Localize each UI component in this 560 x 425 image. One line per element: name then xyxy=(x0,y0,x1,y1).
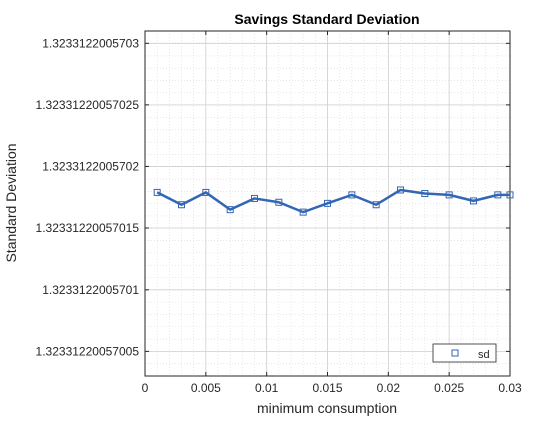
y-tick-label: 1.32331220057005 xyxy=(36,344,140,358)
data-point-marker xyxy=(299,208,307,216)
legend-box xyxy=(432,343,497,363)
data-point-marker xyxy=(494,191,502,199)
data-point-marker xyxy=(348,191,356,199)
data-point-marker xyxy=(226,206,234,214)
x-tick-label: 0.005 xyxy=(191,381,221,395)
legend[interactable]: sd xyxy=(432,343,497,363)
y-tick-label: 1.32331220057025 xyxy=(36,98,140,112)
legend-marker xyxy=(451,349,459,357)
data-point-marker xyxy=(506,191,514,199)
y-axis-label: Standard Deviation xyxy=(3,143,19,262)
x-tick-label: 0.015 xyxy=(312,381,342,395)
data-point-marker xyxy=(445,191,453,199)
x-tick-label: 0.025 xyxy=(434,381,464,395)
data-point-marker xyxy=(421,190,429,198)
x-tick-label: 0.02 xyxy=(377,381,401,395)
y-tick-label: 1.3233122005702 xyxy=(42,159,139,173)
y-tick-label: 1.3233122005703 xyxy=(42,36,139,50)
data-point-marker xyxy=(372,201,380,209)
data-point-marker xyxy=(397,186,404,194)
data-point-marker xyxy=(470,197,477,205)
data-point-marker xyxy=(153,188,161,196)
y-tick-label: 1.3233122005701 xyxy=(42,283,139,297)
data-point-marker xyxy=(202,188,210,196)
data-point-marker xyxy=(178,201,185,209)
x-tick-label: 0.01 xyxy=(255,381,279,395)
y-axis: 1.32331220057005 1.3233122005701 1.3233122… xyxy=(36,36,510,358)
series-layer xyxy=(153,186,514,216)
x-tick-label: 0 xyxy=(142,381,149,395)
data-point-marker xyxy=(324,199,331,207)
series-line-sd xyxy=(156,188,510,214)
x-axis-label: minimum consumption xyxy=(257,400,397,416)
data-point-marker xyxy=(251,194,258,202)
data-point-marker xyxy=(275,198,283,206)
legend-label-sd: sd xyxy=(478,349,490,361)
x-tick-label: 0.03 xyxy=(498,381,522,395)
y-tick-label: 1.32331220057015 xyxy=(36,221,140,235)
x-axis: 0 0.005 0.01 0.015 0.02 0.025 0.03 xyxy=(142,31,522,395)
chart-title: Savings Standard Deviation xyxy=(234,11,419,27)
